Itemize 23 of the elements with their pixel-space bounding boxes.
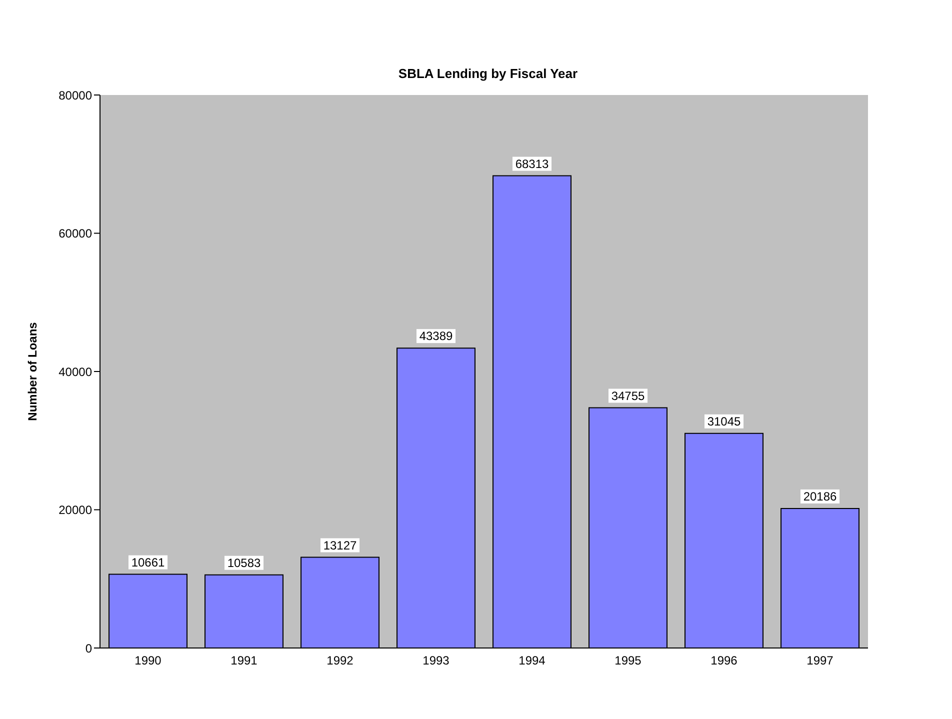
data-label: 10583	[227, 556, 262, 570]
x-tick-label: 1993	[422, 654, 450, 668]
x-tick-label: 1997	[806, 654, 834, 668]
y-tick-label: 20000	[58, 503, 92, 518]
data-label: 10661	[131, 555, 166, 570]
y-axis-title: Number of Loans	[25, 322, 40, 421]
data-label: 20186	[803, 489, 838, 504]
x-tick-label: 1991	[230, 654, 258, 668]
x-tick-label: 1995	[614, 654, 642, 668]
data-label: 31045	[707, 414, 742, 428]
chart-title: SBLA Lending by Fiscal Year	[397, 66, 579, 81]
x-tick-label: 1996	[710, 654, 738, 668]
y-tick-label: 80000	[58, 88, 92, 102]
data-label: 13127	[323, 538, 358, 552]
y-tick-label: 0	[85, 641, 92, 656]
x-tick-label: 1994	[518, 654, 546, 668]
y-tick-label: 40000	[58, 364, 92, 379]
y-tick-label: 60000	[58, 226, 92, 241]
data-label: 43389	[419, 329, 454, 344]
x-tick-label: 1992	[326, 654, 354, 668]
data-label: 68313	[515, 156, 550, 171]
x-tick-label: 1990	[134, 654, 162, 668]
data-label: 34755	[611, 388, 646, 403]
